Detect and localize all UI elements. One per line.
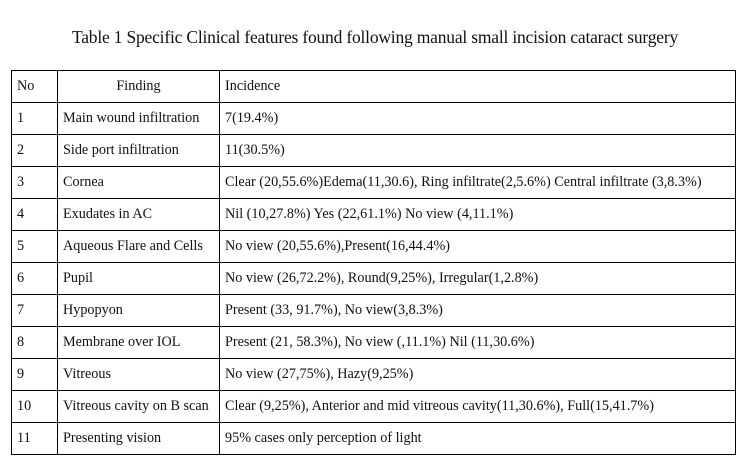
cell-no: 3 bbox=[11, 166, 58, 199]
cell-finding: Side port infiltration bbox=[57, 134, 220, 167]
table-row: 9 Vitreous No view (27,75%), Hazy(9,25%) bbox=[11, 358, 736, 391]
clinical-features-table: No Finding Incidence 1 Main wound infilt… bbox=[11, 70, 736, 455]
cell-incidence: 11(30.5%) bbox=[219, 134, 736, 167]
cell-incidence: Nil (10,27.8%) Yes (22,61.1%) No view (4… bbox=[219, 198, 736, 231]
cell-finding: Exudates in AC bbox=[57, 198, 220, 231]
cell-no: 9 bbox=[11, 358, 58, 391]
table-row: 6 Pupil No view (26,72.2%), Round(9,25%)… bbox=[11, 262, 736, 295]
cell-finding: Aqueous Flare and Cells bbox=[57, 230, 220, 263]
cell-no: 11 bbox=[11, 422, 58, 455]
header-no: No bbox=[11, 70, 58, 103]
table-row: 5 Aqueous Flare and Cells No view (20,55… bbox=[11, 230, 736, 263]
cell-no: 2 bbox=[11, 134, 58, 167]
table-caption: Table 1 Specific Clinical features found… bbox=[71, 27, 679, 47]
cell-incidence: 7(19.4%) bbox=[219, 102, 736, 135]
table-row: 7 Hypopyon Present (33, 91.7%), No view(… bbox=[11, 294, 736, 327]
cell-no: 7 bbox=[11, 294, 58, 327]
cell-finding: Hypopyon bbox=[57, 294, 220, 327]
table-row: 4 Exudates in AC Nil (10,27.8%) Yes (22,… bbox=[11, 198, 736, 231]
table-row: 1 Main wound infiltration 7(19.4%) bbox=[11, 102, 736, 135]
cell-incidence: Clear (9,25%), Anterior and mid vitreous… bbox=[219, 390, 736, 423]
table-row: 2 Side port infiltration 11(30.5%) bbox=[11, 134, 736, 167]
cell-incidence: No view (27,75%), Hazy(9,25%) bbox=[219, 358, 736, 391]
cell-incidence: Present (21, 58.3%), No view (,11.1%) Ni… bbox=[219, 326, 736, 359]
cell-no: 5 bbox=[11, 230, 58, 263]
cell-finding: Vitreous cavity on B scan bbox=[57, 390, 220, 423]
cell-incidence: No view (20,55.6%),Present(16,44.4%) bbox=[219, 230, 736, 263]
cell-finding: Cornea bbox=[57, 166, 220, 199]
cell-finding: Vitreous bbox=[57, 358, 220, 391]
cell-finding: Main wound infiltration bbox=[57, 102, 220, 135]
cell-no: 4 bbox=[11, 198, 58, 231]
cell-no: 1 bbox=[11, 102, 58, 135]
cell-finding: Presenting vision bbox=[57, 422, 220, 455]
cell-no: 6 bbox=[11, 262, 58, 295]
table-header-row: No Finding Incidence bbox=[11, 70, 736, 103]
cell-no: 8 bbox=[11, 326, 58, 359]
table-row: 11 Presenting vision 95% cases only perc… bbox=[11, 422, 736, 455]
cell-finding: Membrane over IOL bbox=[57, 326, 220, 359]
cell-incidence: Present (33, 91.7%), No view(3,8.3%) bbox=[219, 294, 736, 327]
cell-incidence: No view (26,72.2%), Round(9,25%), Irregu… bbox=[219, 262, 736, 295]
cell-incidence: Clear (20,55.6%)Edema(11,30.6), Ring inf… bbox=[219, 166, 736, 199]
cell-incidence: 95% cases only perception of light bbox=[219, 422, 736, 455]
cell-no: 10 bbox=[11, 390, 58, 423]
table-row: 8 Membrane over IOL Present (21, 58.3%),… bbox=[11, 326, 736, 359]
table-row: 3 Cornea Clear (20,55.6%)Edema(11,30.6),… bbox=[11, 166, 736, 199]
table-row: 10 Vitreous cavity on B scan Clear (9,25… bbox=[11, 390, 736, 423]
header-finding: Finding bbox=[57, 70, 220, 103]
cell-finding: Pupil bbox=[57, 262, 220, 295]
header-incidence: Incidence bbox=[219, 70, 736, 103]
